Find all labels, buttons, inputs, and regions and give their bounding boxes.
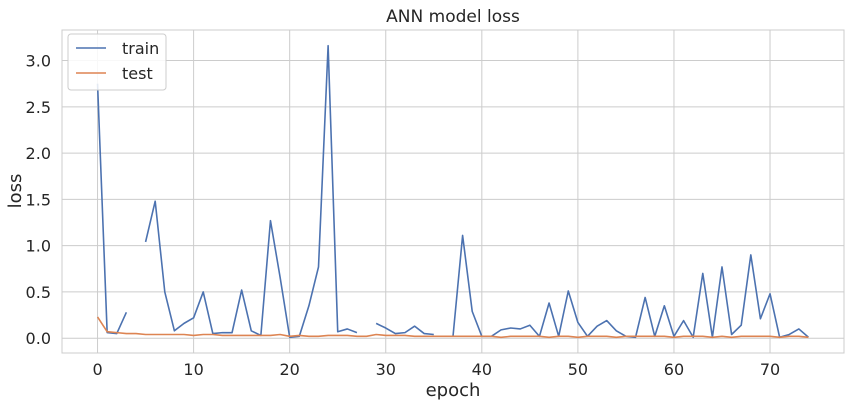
grid bbox=[62, 30, 844, 353]
y-tick-label: 1.0 bbox=[26, 237, 51, 256]
y-tick-label: 0.0 bbox=[26, 329, 51, 348]
x-axis-label: epoch bbox=[426, 380, 481, 401]
x-tick-label: 20 bbox=[280, 360, 300, 379]
series-line-test bbox=[96, 316, 809, 339]
x-tick-label: 0 bbox=[92, 360, 102, 379]
legend: train test bbox=[67, 33, 167, 91]
y-tick-label: 1.5 bbox=[26, 190, 51, 209]
series-line-train bbox=[96, 44, 809, 339]
y-axis-label: loss bbox=[5, 174, 26, 209]
y-tick-label: 2.5 bbox=[26, 98, 51, 117]
legend-label-test: test bbox=[122, 64, 153, 83]
x-tick-label: 70 bbox=[760, 360, 780, 379]
tick-labels: 0 10 20 30 40 50 60 70 0.0 0.5 1.0 1.5 2.0 2.5 3.0 bbox=[26, 52, 781, 379]
series-layer bbox=[96, 44, 809, 339]
y-tick-label: 2.0 bbox=[26, 144, 51, 163]
x-tick-label: 60 bbox=[664, 360, 684, 379]
x-tick-label: 40 bbox=[472, 360, 492, 379]
legend-label-train: train bbox=[122, 39, 159, 58]
plot-frame bbox=[61, 29, 845, 354]
y-tick-label: 3.0 bbox=[26, 52, 51, 71]
y-tick-label: 0.5 bbox=[26, 283, 51, 302]
x-tick-label: 10 bbox=[183, 360, 203, 379]
x-tick-label: 30 bbox=[376, 360, 396, 379]
x-tick-label: 50 bbox=[568, 360, 588, 379]
chart-title: ANN model loss bbox=[386, 7, 520, 27]
